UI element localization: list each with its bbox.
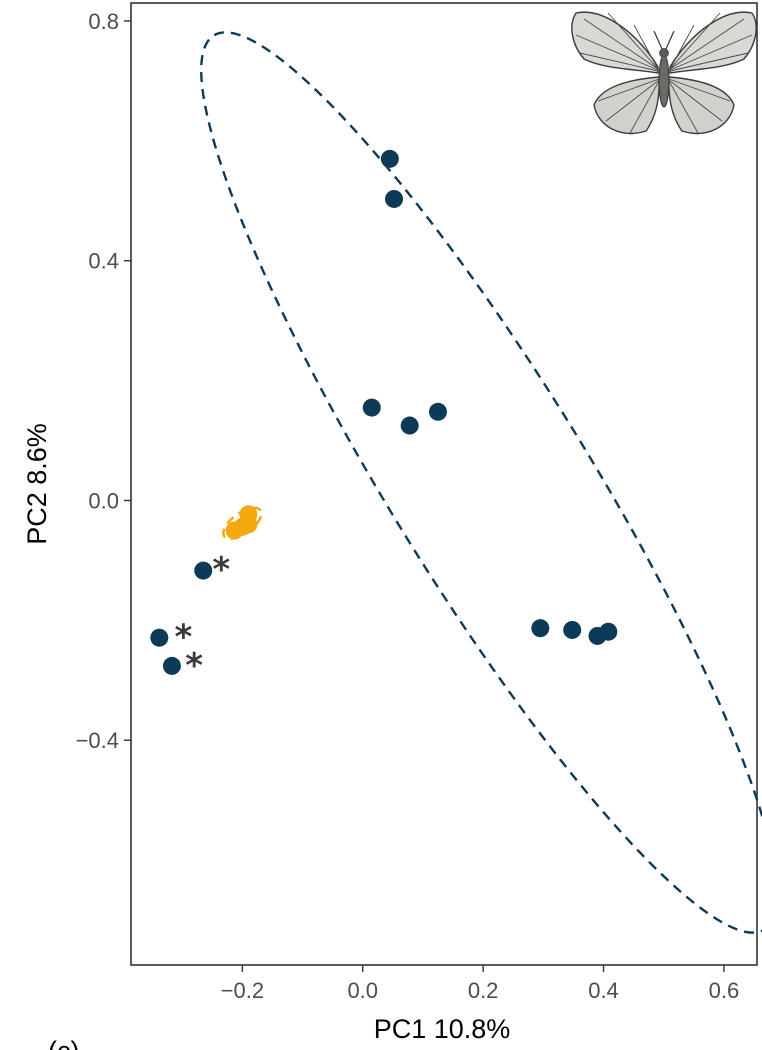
y-tick-label: 0.4 [88, 249, 119, 274]
y-tick-label: 0.8 [88, 9, 119, 34]
data-point [162, 656, 181, 675]
x-tick-label: 0.4 [588, 978, 619, 1003]
data-point [563, 620, 582, 639]
data-point [150, 628, 169, 647]
data-point [385, 189, 404, 208]
data-point [400, 416, 419, 435]
panel-letter-group: (c) [48, 1036, 79, 1050]
butterfly-icon [571, 11, 757, 135]
x-axis-title: PC1 10.8% [374, 1014, 511, 1044]
y-tick-label: −0.4 [76, 728, 119, 753]
data-point [362, 398, 381, 417]
data-point [239, 505, 258, 524]
asterisk-marker: * [185, 646, 203, 686]
asterisk-marker: * [212, 550, 230, 590]
x-tick-label: 0.2 [468, 978, 499, 1003]
axes-group: −0.2 0.0 0.2 0.4 0.6 −0.4 0.0 0.4 0.8 PC1 10.8% PC… [22, 2, 758, 1044]
data-point [380, 149, 399, 168]
y-tick-label: 0.0 [88, 488, 119, 513]
x-tick-label: 0.6 [709, 978, 740, 1003]
x-tick-label: 0.0 [347, 978, 378, 1003]
marker-stars-group: *** [174, 550, 230, 686]
panel-letter: (c) [48, 1036, 79, 1050]
y-axis-title: PC2 8.6% [22, 423, 52, 545]
data-point [428, 402, 447, 421]
data-point [194, 561, 213, 580]
plot-panel-border [130, 2, 758, 966]
x-tick-label: −0.2 [221, 978, 264, 1003]
data-point [531, 619, 550, 638]
confidence-ellipse [200, 31, 762, 934]
ellipses-group [200, 31, 762, 934]
data-point [599, 622, 618, 641]
points-group [150, 149, 618, 675]
asterisk-marker: * [174, 617, 192, 657]
